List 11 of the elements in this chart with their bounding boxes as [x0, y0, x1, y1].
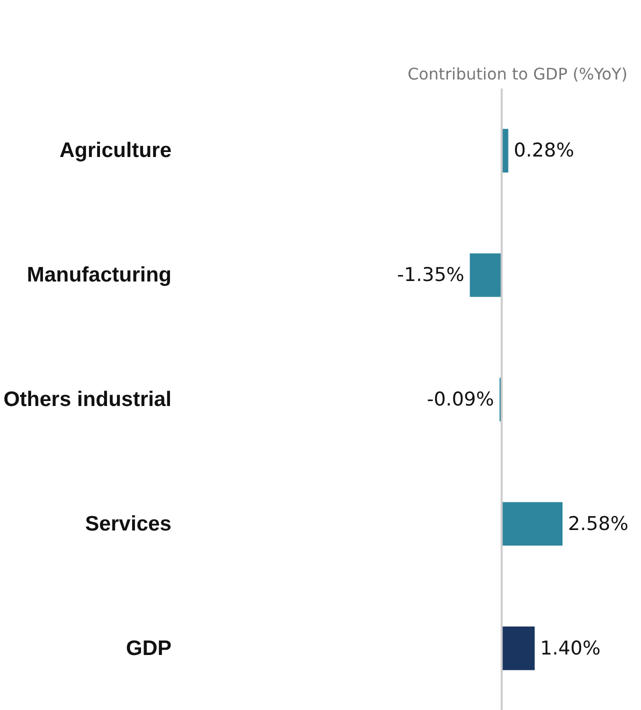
- data-label: -0.09%: [426, 388, 494, 410]
- chart-title: Contribution to GDP (%YoY): [408, 64, 628, 84]
- y-tick-label: GDP: [126, 636, 172, 660]
- y-tick-label: Manufacturing: [26, 264, 172, 287]
- data-label: -1.35%: [397, 264, 464, 286]
- y-tick-label: Services: [85, 512, 172, 536]
- y-tick-label: Agriculture: [59, 139, 172, 162]
- data-label: 1.40%: [540, 637, 601, 660]
- y-tick-label: Others industrial: [3, 388, 172, 411]
- data-label: 0.28%: [514, 140, 574, 162]
- data-label: 2.58%: [568, 512, 628, 535]
